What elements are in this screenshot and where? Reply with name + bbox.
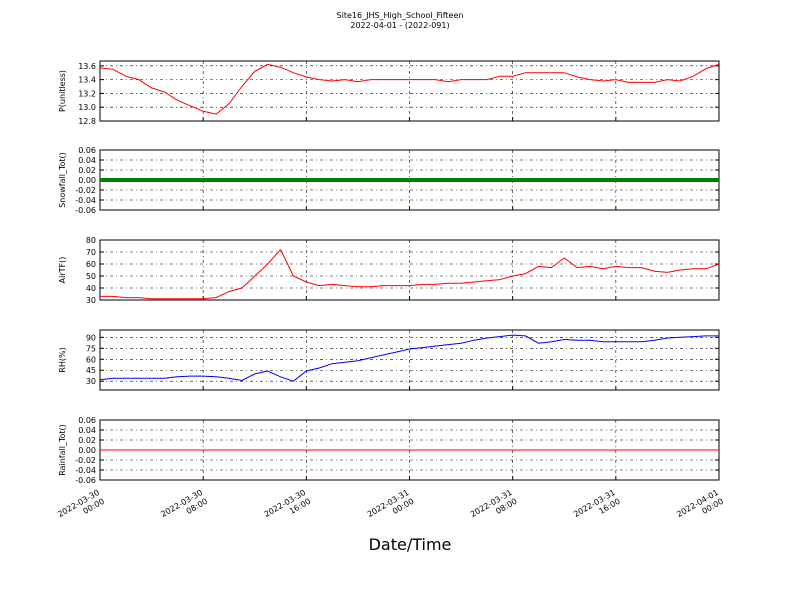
y-tick-label: 13.4 xyxy=(78,76,96,85)
y-tick-label: 13.0 xyxy=(78,103,96,112)
y-tick-label: 0.06 xyxy=(78,416,96,425)
x-tick-label: 2022-03-3000:00 xyxy=(56,488,106,528)
y-tick-label: 0.02 xyxy=(78,166,96,175)
y-tick-label: -0.04 xyxy=(75,196,96,205)
y-axis-label: AirTF() xyxy=(58,257,67,284)
data-line xyxy=(99,334,719,382)
x-tick-label: 2022-03-3108:00 xyxy=(469,488,519,528)
y-tick-label: 0.04 xyxy=(78,426,96,435)
y-tick-label: 60 xyxy=(86,355,96,364)
y-tick-label: 60 xyxy=(86,260,96,269)
y-tick-label: -0.04 xyxy=(75,466,96,475)
x-tick-label: 2022-04-0100:00 xyxy=(675,488,725,528)
y-tick-label: 90 xyxy=(86,333,96,342)
y-tick-label: -0.02 xyxy=(75,456,96,465)
y-tick-label: 13.2 xyxy=(78,89,96,98)
y-tick-label: 40 xyxy=(86,284,96,293)
y-tick-label: -0.06 xyxy=(75,206,96,215)
chart-title: Site16_JHS_High_School_Fifteen xyxy=(337,11,464,20)
x-axis-label: Date/Time xyxy=(369,535,452,554)
x-tick-label: 2022-03-3116:00 xyxy=(572,488,622,528)
y-tick-label: 30 xyxy=(86,296,96,305)
y-tick-label: 50 xyxy=(86,272,96,281)
y-tick-label: 13.6 xyxy=(78,62,96,71)
y-tick-label: 75 xyxy=(86,344,96,353)
y-tick-label: 0.06 xyxy=(78,146,96,155)
data-line xyxy=(99,63,720,115)
y-tick-label: 70 xyxy=(86,248,96,257)
y-tick-label: -0.06 xyxy=(75,476,96,485)
y-tick-label: 80 xyxy=(86,236,96,245)
y-axis-label: Rainfall_Tot() xyxy=(58,424,67,476)
y-tick-label: 0.00 xyxy=(78,446,96,455)
x-tick-label: 2022-03-3100:00 xyxy=(366,488,416,528)
y-axis-label: P(unitless) xyxy=(58,70,67,112)
x-tick-label: 2022-03-3008:00 xyxy=(159,488,209,528)
y-tick-label: 45 xyxy=(86,366,96,375)
y-axis-label: RH(%) xyxy=(58,347,67,372)
data-line xyxy=(100,248,720,300)
y-axis-label: Snowfall_Tot() xyxy=(58,152,67,208)
y-tick-label: 30 xyxy=(86,377,96,386)
chart-subtitle: 2022-04-01 - (2022-091) xyxy=(350,21,449,30)
y-tick-label: 0.02 xyxy=(78,436,96,445)
y-tick-label: 0.04 xyxy=(78,156,96,165)
y-tick-label: -0.02 xyxy=(75,186,96,195)
y-tick-label: 12.8 xyxy=(78,117,96,126)
x-tick-label: 2022-03-3016:00 xyxy=(263,488,313,528)
y-tick-label: 0.00 xyxy=(78,176,96,185)
